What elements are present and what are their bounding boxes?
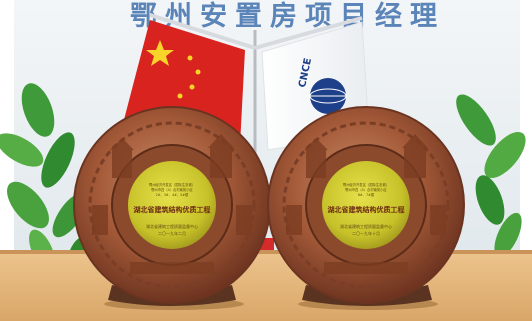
plaque-right: 鄂州经济开发区（国际生态城） 鄂州市四（4）合村南苑小区 6#、7#楼 湖北省建…: [267, 106, 465, 310]
relief-buildings-icon: [92, 134, 252, 274]
plaque-project-line: 鄂州市四（4）合村南苑小区: [345, 187, 387, 192]
small-star-icon: [195, 69, 201, 75]
plant-right: [456, 94, 526, 258]
plaque-medallion: [128, 161, 216, 249]
small-star-icon: [177, 93, 183, 99]
small-star-icon: [189, 84, 195, 90]
plaque-issuer: 湖北省建筑工程质量监督中心: [340, 223, 392, 229]
left-margin: [0, 0, 14, 321]
plaque-award-title: 湖北省建筑结构优质工程: [134, 205, 211, 214]
wall-sign-text: 鄂州安置房项目经理: [130, 0, 445, 32]
table-surface: [0, 250, 532, 321]
plaque-medallion: [322, 161, 410, 249]
table-edge: [0, 250, 532, 254]
big-star-icon: [146, 40, 174, 66]
plaque-date: 二〇一九年二月: [158, 230, 186, 236]
small-star-icon: [187, 55, 193, 61]
plaque-award-title: 湖北省建筑结构优质工程: [328, 205, 405, 214]
plaque-project-line: 6#、7#楼: [358, 192, 375, 197]
plaque-project-line: 鄂州市四（4）合村南苑小区: [151, 187, 193, 192]
right-margin: [520, 0, 532, 321]
relief-buildings-icon: [286, 134, 446, 274]
plaque-project-line: 鄂州经济开发区（国际生态城）: [343, 182, 389, 187]
plaque-left: 鄂州经济开发区（国际生态城） 鄂州市四（4）合村南苑小区 2#、3#、4#、5#…: [73, 106, 271, 310]
plaque-issuer: 湖北省建筑工程质量监督中心: [146, 223, 198, 229]
plaque-project-line: 2#、3#、4#、5#楼: [156, 192, 189, 197]
plaque-date: 二〇一九年十月: [352, 230, 380, 236]
plaque-project-line: 鄂州经济开发区（国际生态城）: [149, 182, 195, 187]
